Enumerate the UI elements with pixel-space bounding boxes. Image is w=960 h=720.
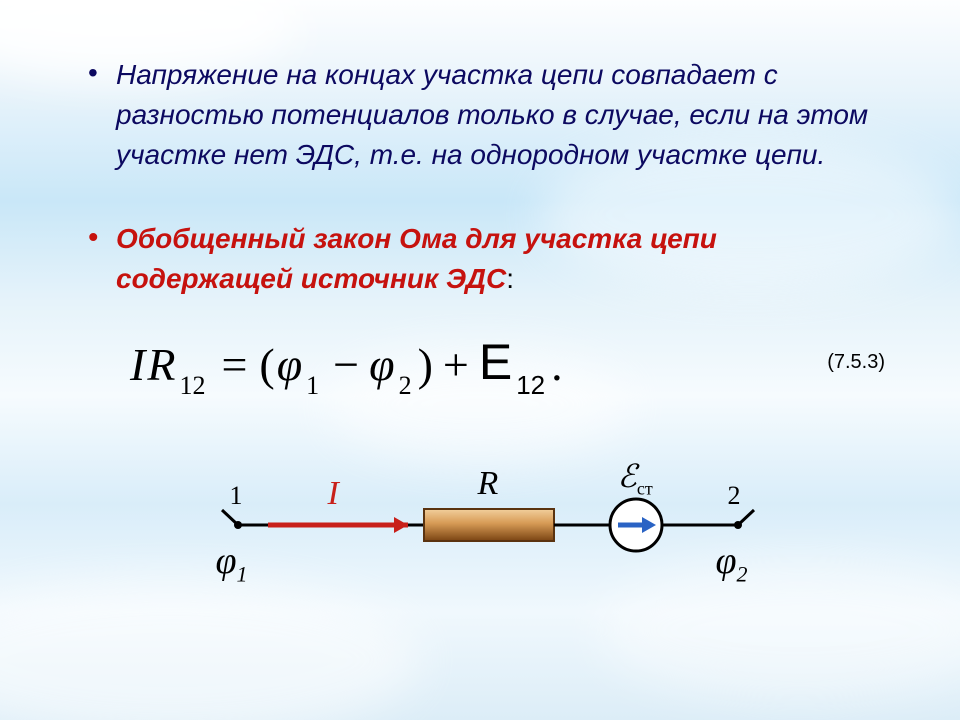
- slide: Напряжение на концах участка цепи совпад…: [0, 0, 960, 720]
- circuit-diagram: 1 2 φ1 φ2 I R ℰст: [208, 445, 768, 595]
- circuit-emf-sub: ст: [637, 478, 653, 498]
- formula: I R 12 = ( φ 1 − φ 2 ) + Е 12 .: [130, 333, 895, 391]
- circuit-node2: 2: [728, 481, 741, 511]
- bg-cloud: [0, 580, 420, 720]
- formula-sub12b: 12: [516, 370, 545, 401]
- formula-R: R: [147, 338, 175, 391]
- formula-rparen: ): [418, 338, 433, 391]
- formula-eq: =: [221, 338, 247, 391]
- formula-sub2: 2: [399, 371, 412, 401]
- circuit-emf: ℰ: [618, 458, 637, 494]
- paragraph-2-colon: :: [506, 263, 514, 294]
- circuit-R: R: [478, 465, 499, 503]
- circuit-phi2: φ: [716, 540, 737, 582]
- paragraph-2: Обобщенный закон Ома для участка цепи со…: [116, 223, 717, 294]
- circuit-phi2-sub: 2: [737, 562, 748, 587]
- formula-I: I: [130, 338, 145, 391]
- circuit-phi1: φ: [216, 540, 237, 582]
- formula-dot: .: [551, 338, 563, 391]
- circuit-I: I: [328, 475, 339, 513]
- bullet-item-2: Обобщенный закон Ома для участка цепи со…: [80, 219, 895, 299]
- equation-number: (7.5.3): [827, 351, 885, 374]
- bullet-item-1: Напряжение на концах участка цепи совпад…: [80, 55, 895, 175]
- circuit-phi1-sub: 1: [237, 562, 248, 587]
- bullet-list: Напряжение на концах участка цепи совпад…: [80, 55, 895, 299]
- formula-phi1: φ: [277, 338, 302, 391]
- formula-sub12a: 12: [179, 371, 205, 401]
- formula-phi2: φ: [369, 338, 394, 391]
- formula-lparen: (: [259, 338, 274, 391]
- formula-plus: +: [443, 338, 469, 391]
- formula-minus: −: [333, 338, 359, 391]
- formula-sub1: 1: [306, 371, 319, 401]
- formula-row: I R 12 = ( φ 1 − φ 2 ) + Е 12 . (7.5.3): [130, 333, 895, 403]
- paragraph-1: Напряжение на концах участка цепи совпад…: [116, 55, 895, 175]
- formula-E: Е: [479, 333, 512, 391]
- slide-content: Напряжение на концах участка цепи совпад…: [80, 55, 895, 595]
- circuit-node1: 1: [230, 481, 243, 511]
